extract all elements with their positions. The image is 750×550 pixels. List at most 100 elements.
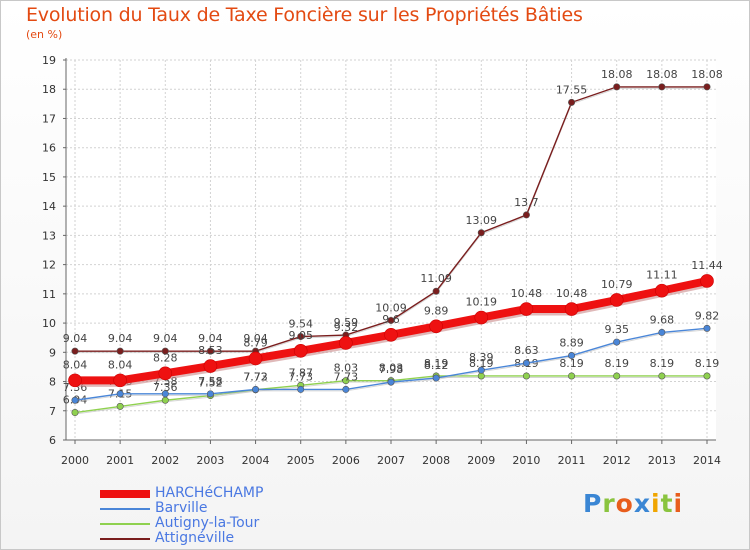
data-point — [477, 366, 485, 374]
y-tick-label: 6 — [49, 434, 56, 447]
x-tick-label: 2007 — [377, 454, 405, 467]
data-point — [342, 377, 350, 385]
legend-label: Attignéville — [155, 530, 235, 546]
legend: HARCHéCHAMP Barville Autigny-la-Tour Attign… — [100, 485, 360, 546]
data-point — [68, 373, 82, 388]
y-tick-label: 8 — [49, 376, 56, 389]
data-point — [252, 385, 260, 393]
data-point — [522, 359, 530, 367]
data-point — [700, 274, 714, 288]
data-point — [568, 372, 576, 380]
data-point — [519, 302, 534, 316]
data-point — [703, 324, 711, 332]
legend-item: Autigny-la-Tour — [100, 515, 360, 531]
data-point — [116, 347, 124, 355]
data-point — [432, 287, 440, 295]
data-label: 8.04 — [63, 358, 88, 371]
legend-item: Attignéville — [100, 530, 360, 546]
data-point — [522, 211, 530, 219]
logo-letter: o — [615, 489, 634, 518]
data-label: 9.68 — [650, 313, 675, 326]
data-point — [564, 302, 579, 316]
data-point — [71, 347, 79, 355]
data-label: 11.09 — [420, 272, 452, 285]
logo-letter: i — [673, 489, 684, 518]
data-label: 18.08 — [691, 68, 723, 81]
data-point — [568, 352, 576, 360]
data-label: 18.08 — [601, 68, 633, 81]
proxiti-logo: Proxiti — [583, 489, 683, 518]
data-label: 8.28 — [153, 351, 178, 364]
logo-letter: P — [583, 489, 603, 518]
y-tick-label: 17 — [42, 112, 56, 125]
data-point — [384, 327, 398, 342]
data-point — [206, 390, 214, 398]
legend-item: Barville — [100, 500, 360, 516]
data-point — [658, 328, 666, 336]
data-label: 8.63 — [514, 344, 539, 357]
data-label: 10.79 — [601, 278, 633, 291]
data-label: 8.53 — [198, 344, 223, 357]
data-point — [658, 372, 666, 380]
y-tick-label: 7 — [49, 405, 56, 418]
data-label: 7.58 — [198, 375, 223, 388]
data-label: 9.82 — [695, 309, 720, 322]
data-point — [339, 336, 353, 350]
data-label: 9.04 — [63, 332, 88, 345]
x-tick-label: 2013 — [648, 454, 676, 467]
data-point — [297, 333, 305, 341]
logo-letter: x — [633, 489, 651, 518]
data-label: 9.89 — [424, 304, 449, 317]
data-point — [158, 366, 173, 381]
data-point — [342, 385, 350, 393]
data-point — [477, 229, 485, 237]
data-label: 8.19 — [469, 357, 494, 370]
data-label: 18.08 — [646, 68, 678, 81]
data-point — [113, 373, 127, 388]
data-label: 13.7 — [514, 196, 539, 209]
x-tick-label: 2008 — [422, 454, 450, 467]
chart-subtitle: (en %) — [26, 28, 63, 41]
legend-swatch — [100, 490, 150, 498]
data-label: 9.32 — [334, 321, 359, 334]
data-label: 9.04 — [153, 332, 178, 345]
data-point — [161, 396, 169, 404]
data-label: 7.36 — [153, 381, 178, 394]
data-point — [613, 372, 621, 380]
data-point — [71, 396, 79, 404]
data-point — [203, 359, 218, 373]
data-label: 8.89 — [559, 337, 584, 350]
y-tick-label: 11 — [42, 288, 56, 301]
y-tick-label: 16 — [42, 142, 56, 155]
data-label: 7.72 — [243, 371, 268, 384]
data-label: 10.48 — [556, 287, 588, 300]
data-label: 11.44 — [691, 259, 723, 272]
data-point — [71, 409, 79, 417]
y-tick-label: 13 — [42, 229, 56, 242]
x-tick-label: 2002 — [151, 454, 179, 467]
x-tick-label: 2003 — [196, 454, 224, 467]
data-label: 7.52 — [198, 377, 223, 390]
legend-swatch — [100, 523, 150, 525]
y-tick-label: 9 — [49, 346, 56, 359]
data-point — [613, 338, 621, 346]
data-point — [655, 283, 669, 298]
data-label: 7.73 — [243, 370, 268, 383]
x-tick-label: 2009 — [467, 454, 495, 467]
logo-letter: i — [651, 489, 661, 518]
data-label: 8.03 — [379, 362, 404, 375]
chart-title: Evolution du Taux de Taxe Foncière sur l… — [26, 4, 583, 26]
data-point — [568, 98, 576, 106]
data-label: 8.79 — [243, 336, 268, 349]
data-label: 8.19 — [695, 357, 720, 370]
data-label: 8.19 — [424, 357, 449, 370]
data-label: 9.35 — [604, 323, 629, 336]
data-label: 7.73 — [288, 370, 313, 383]
legend-item: HARCHéCHAMP — [100, 485, 360, 501]
data-point — [116, 402, 124, 410]
data-label: 8.03 — [334, 362, 359, 375]
data-point — [613, 83, 621, 91]
data-point — [474, 310, 489, 325]
y-tick-label: 12 — [42, 259, 56, 272]
